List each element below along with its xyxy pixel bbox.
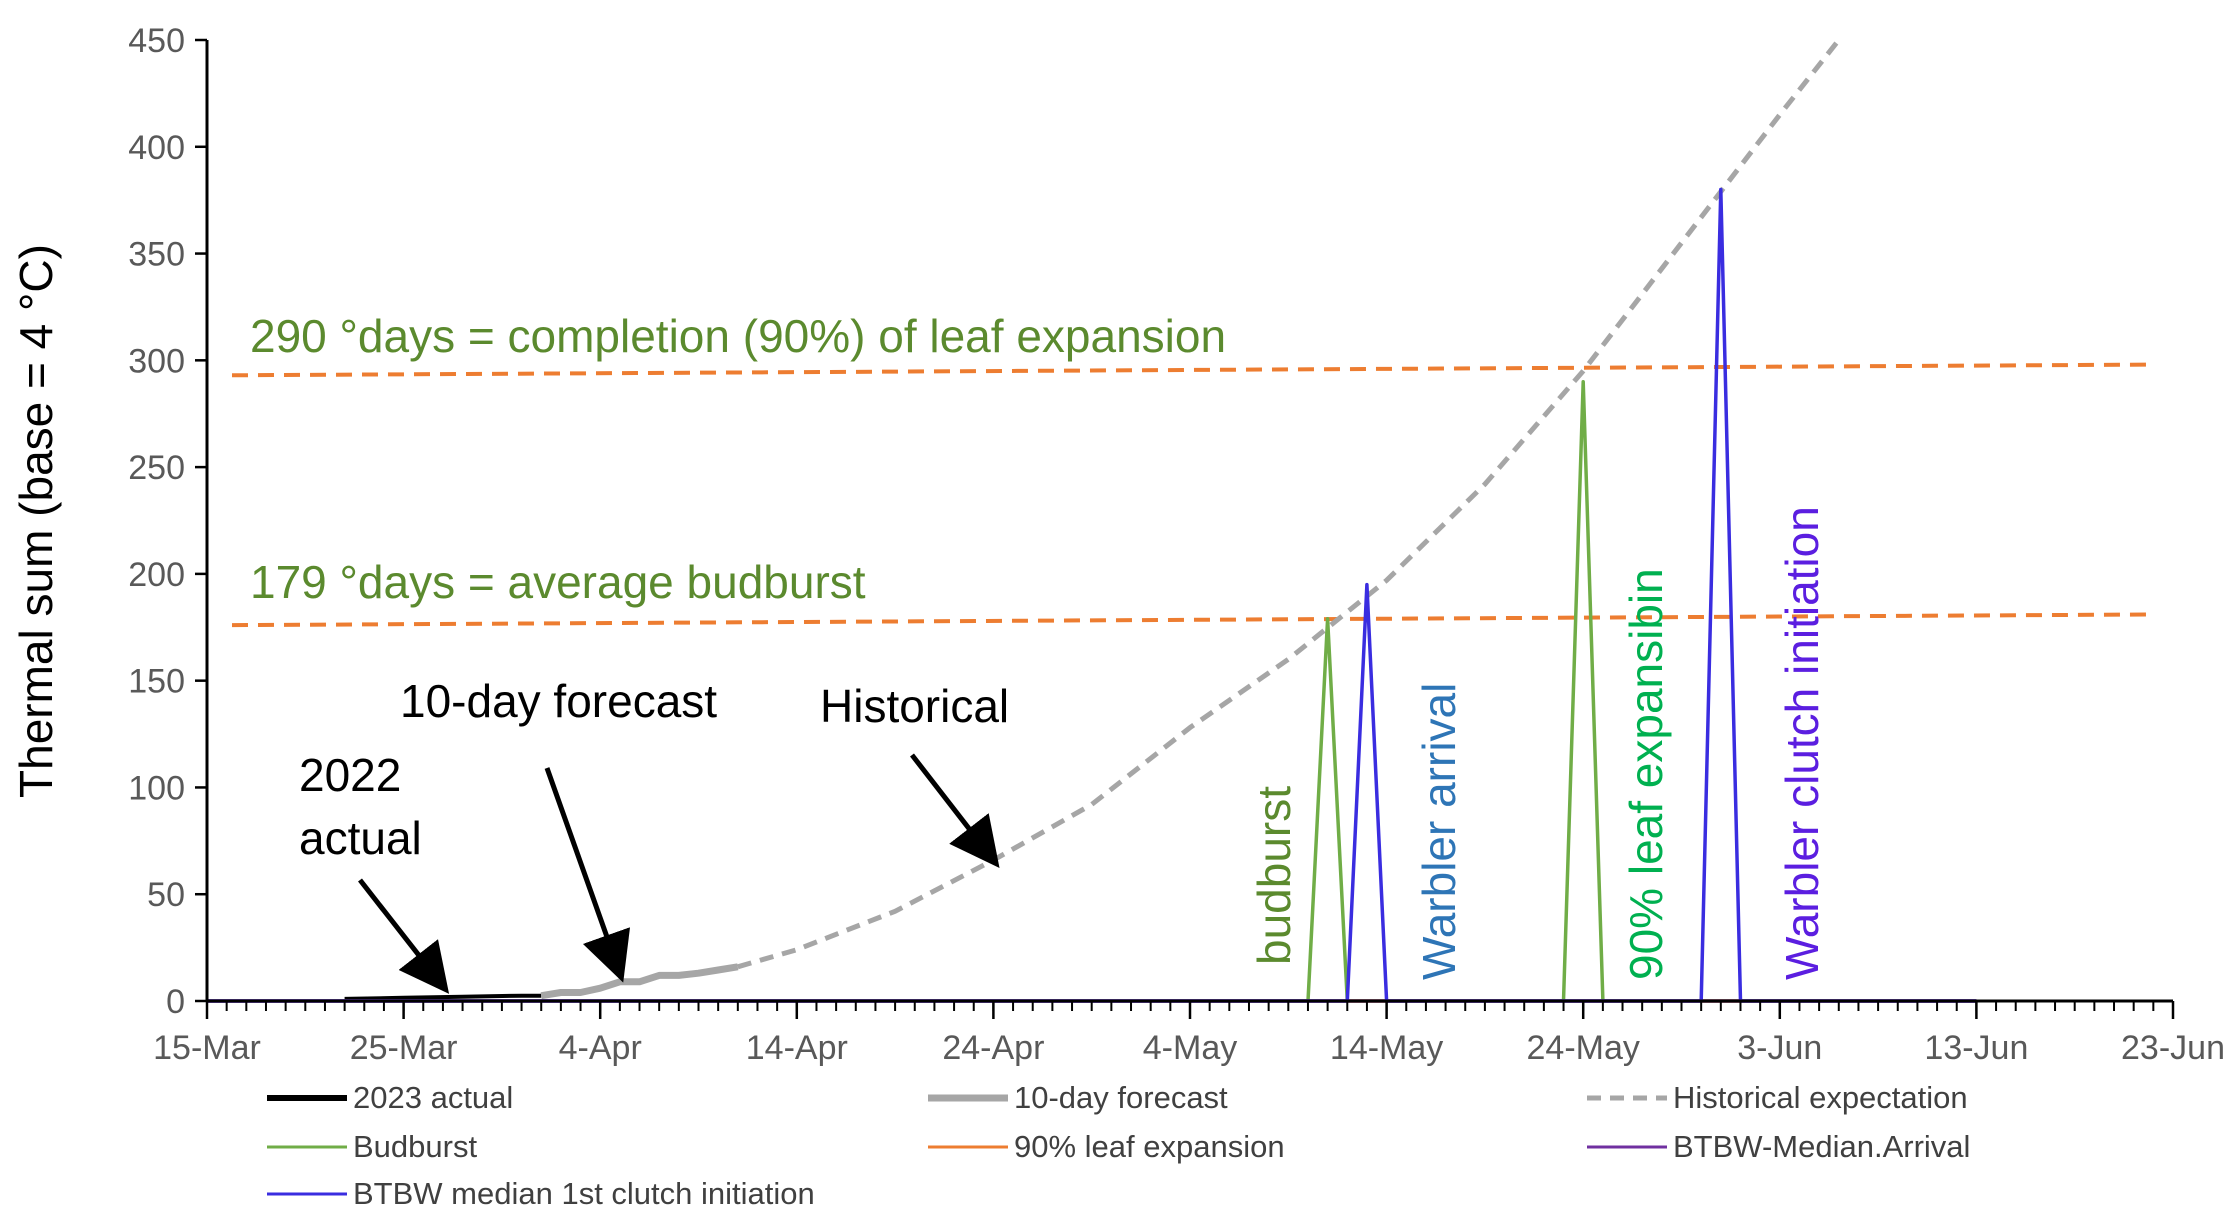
legend-label: BTBW median 1st clutch initiation (353, 1176, 815, 1211)
annotation-arrow (544, 767, 631, 983)
x-tick-label: 14-Apr (746, 1029, 848, 1067)
series-line-2 (540, 963, 739, 1000)
legend-label: 2023 actual (353, 1080, 513, 1115)
x-tick-label: 4-Apr (559, 1029, 642, 1067)
reference-line-label: 179 °days = average budburst (250, 556, 866, 608)
legend-label: 90% leaf expansion (1014, 1129, 1285, 1164)
series-line-1 (344, 993, 542, 1001)
legend-label: BTBW-Median.Arrival (1673, 1129, 1970, 1164)
y-tick-label: 250 (128, 449, 185, 487)
annotation-arrow (358, 878, 450, 994)
annotation-label: 2022 (299, 749, 401, 801)
reference-line-label: 290 °days = completion (90%) of leaf exp… (250, 310, 1226, 362)
reference-line (231, 362, 2154, 378)
legend: 2023 actual 10-day forecast Historical exp… (267, 1080, 1970, 1211)
annotation-label: 10-day forecast (400, 675, 717, 727)
y-tick-label: 0 (166, 983, 185, 1021)
annotation-vertical-label: Warbler clutch initiation (1776, 506, 1828, 980)
y-axis-title: Thermal sum (base = 4 °C) (10, 244, 62, 798)
annotation-label: Historical (820, 680, 1009, 732)
annotation-label: actual (299, 812, 422, 864)
y-tick-label: 100 (128, 769, 185, 807)
y-tick-label: 450 (128, 22, 185, 60)
x-tick-label: 23-Jun (2121, 1029, 2225, 1067)
x-tick-label: 24-Apr (942, 1029, 1044, 1067)
y-tick-label: 300 (128, 342, 185, 380)
x-tick-label: 15-Mar (153, 1029, 261, 1067)
annotation-vertical-label: 90% leaf expansibin (1620, 568, 1672, 980)
reference-line (231, 612, 2154, 628)
x-tick-label: 13-Jun (1924, 1029, 2028, 1067)
y-tick-label: 400 (128, 129, 185, 167)
y-tick-label: 50 (147, 876, 185, 914)
legend-label: Budburst (353, 1129, 477, 1164)
series-line-3 (737, 38, 1841, 970)
reference-lines (231, 362, 2154, 628)
y-tick-label: 350 (128, 236, 185, 274)
annotation-vertical-label: Warbler arrival (1413, 683, 1465, 980)
x-tick-label: 14-May (1330, 1029, 1443, 1067)
annotation-layer: 290 °days = completion (90%) of leaf exp… (250, 310, 1828, 994)
x-tick-label: 4-May (1143, 1029, 1237, 1067)
legend-label: Historical expectation (1673, 1080, 1968, 1115)
x-tick-label: 3-Jun (1737, 1029, 1822, 1067)
x-tick-label: 25-Mar (350, 1029, 458, 1067)
legend-label: 10-day forecast (1014, 1080, 1228, 1115)
x-tick-label: 24-May (1527, 1029, 1640, 1067)
series-layer (207, 38, 1977, 1003)
y-tick-label: 200 (128, 556, 185, 594)
annotation-vertical-label: budburst (1248, 786, 1300, 965)
axes-layer: 0 50 100 150 200 250 300 350 400 450 15-Mar 25-Mar 4… (10, 22, 2225, 1067)
y-tick-label: 150 (128, 663, 185, 701)
annotation-arrow (910, 753, 1000, 868)
